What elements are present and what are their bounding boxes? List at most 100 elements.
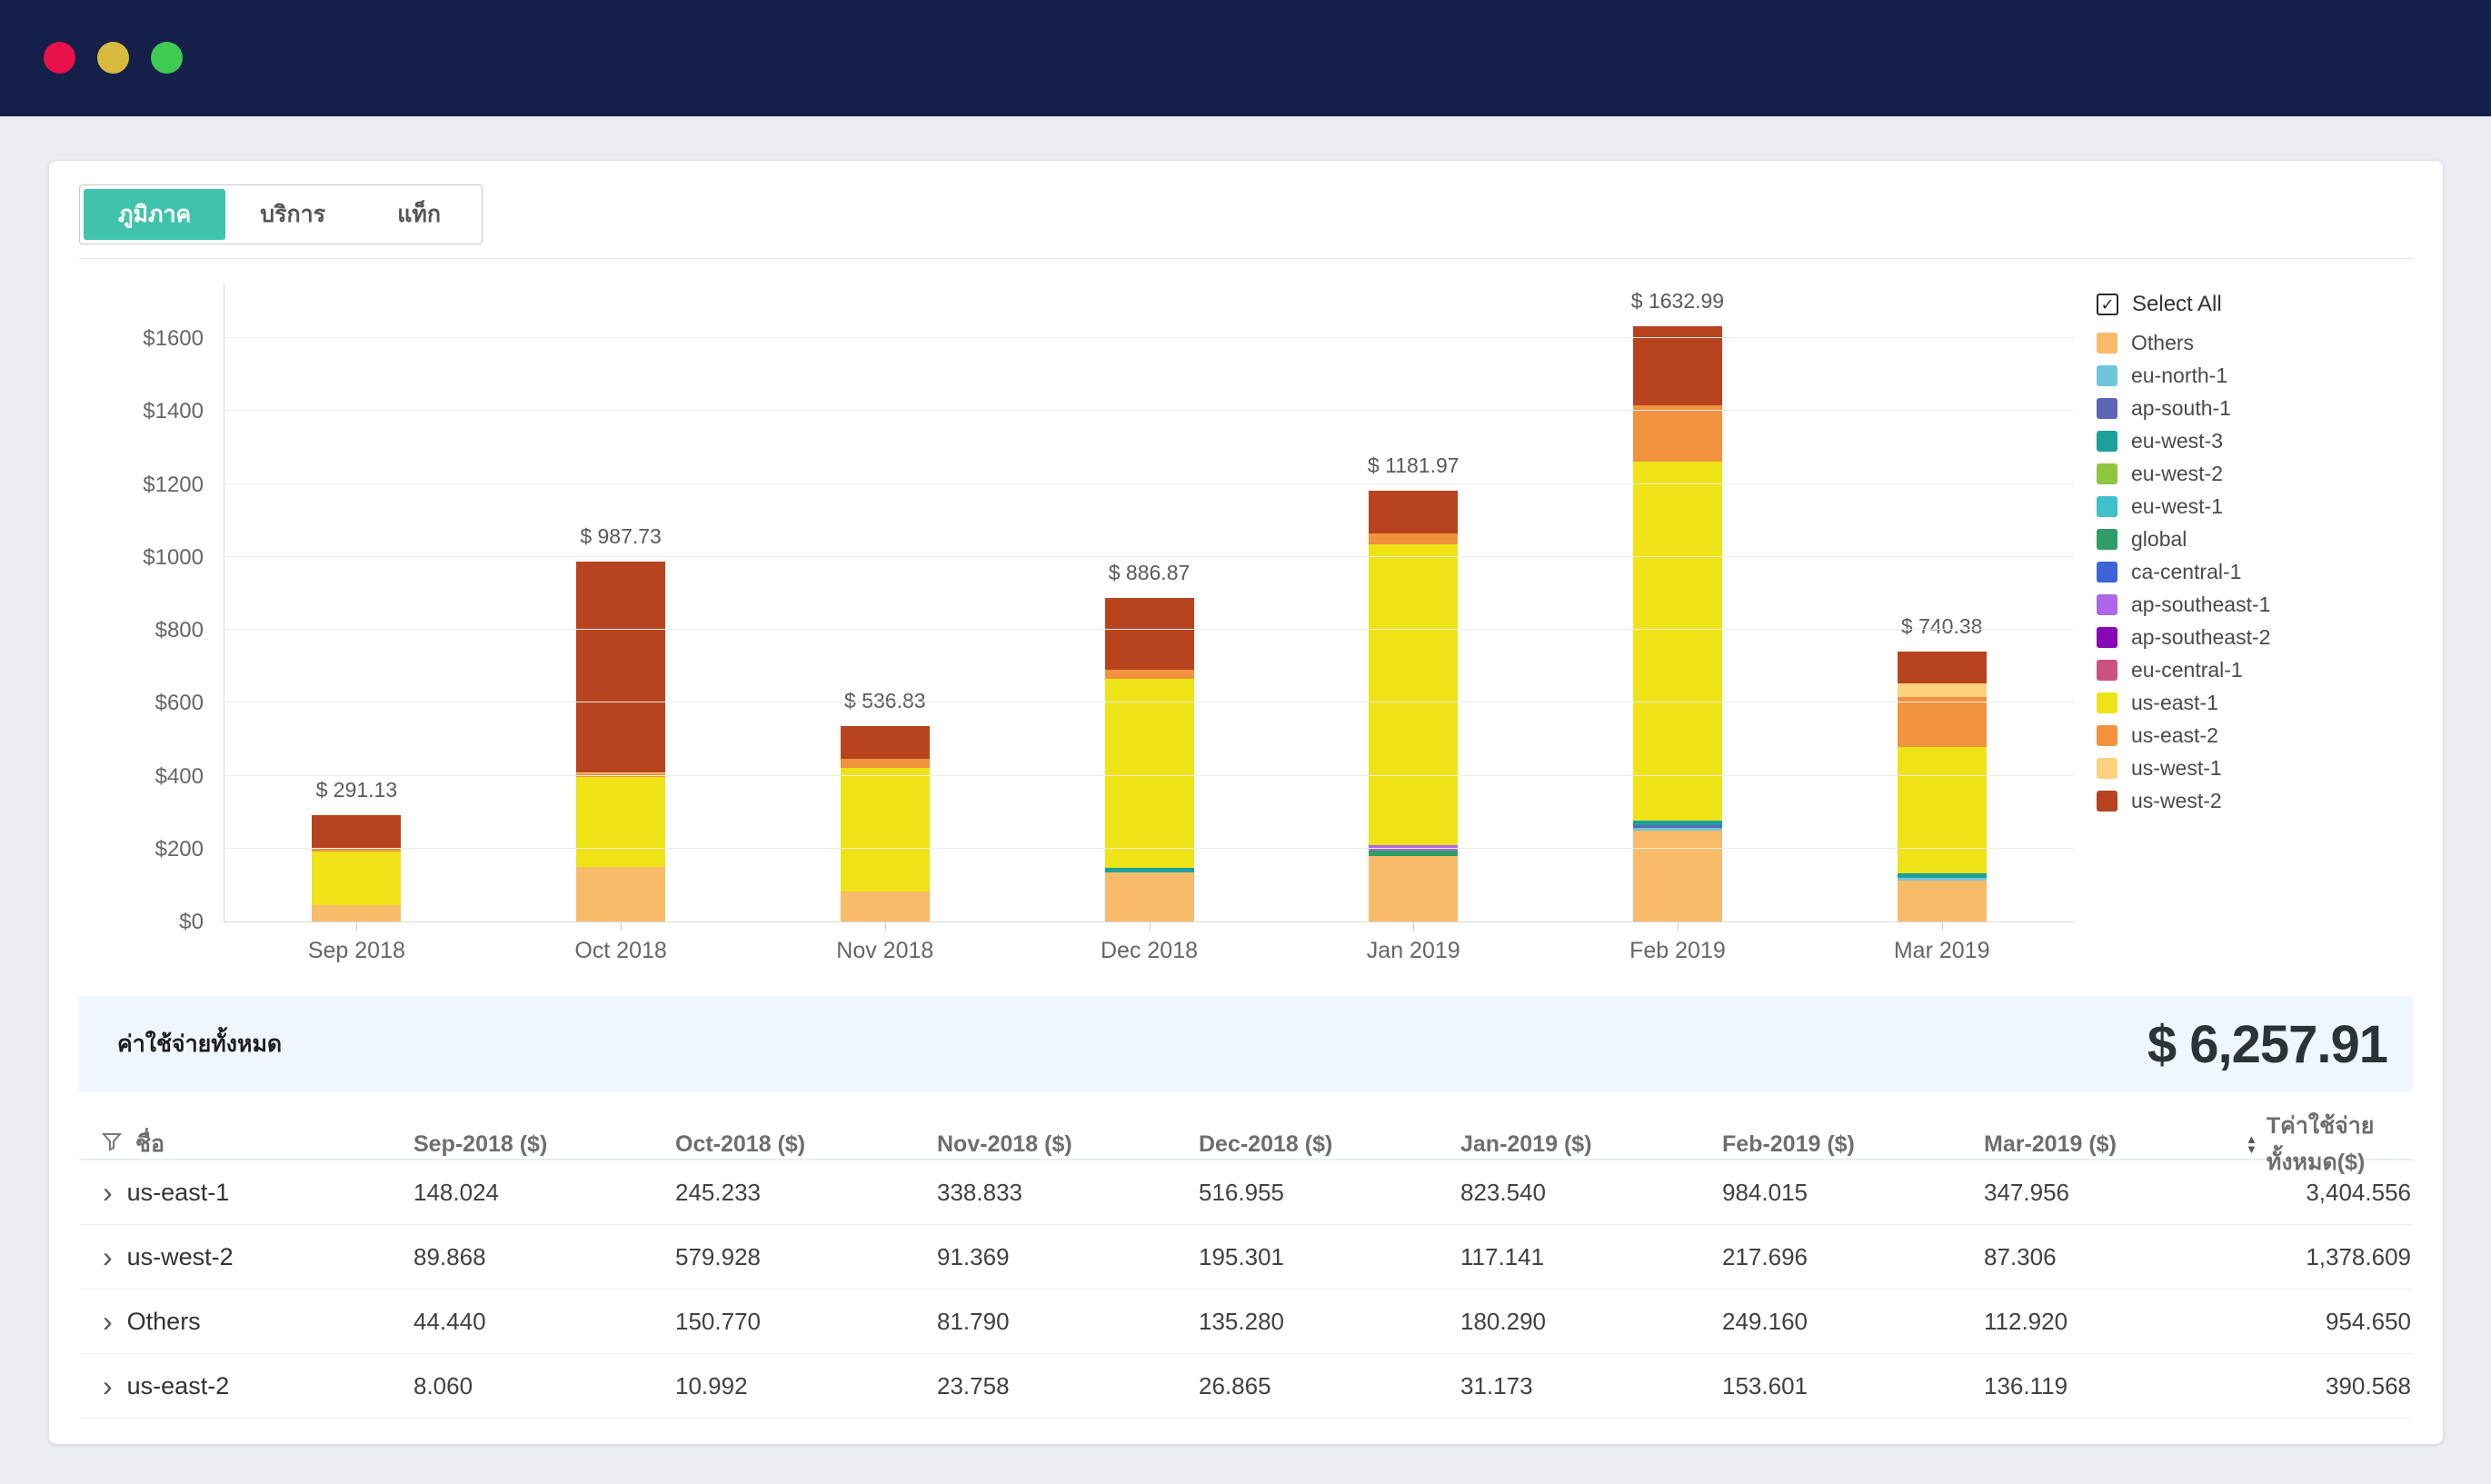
bar-segment-us-east-2	[1369, 533, 1459, 545]
chevron-right-icon[interactable]: ›	[103, 1176, 113, 1209]
tab-region[interactable]: ภูมิภาค	[84, 189, 226, 240]
row-name-cell[interactable]: › Others	[79, 1305, 414, 1338]
bar-segment-us-west-1	[1897, 683, 1987, 698]
tab-tag[interactable]: แท็ก	[360, 189, 479, 240]
cell-month-3: 195.301	[1199, 1242, 1284, 1270]
chevron-right-icon[interactable]: ›	[103, 1240, 113, 1273]
bars-area: $ 291.13 Sep 2018 $ 987.73 Oct 2018 $ 536.83…	[224, 283, 2074, 963]
x-axis-label: Dec 2018	[1101, 938, 1199, 963]
chevron-right-icon[interactable]: ›	[103, 1305, 113, 1338]
y-axis-tick-label: $1600	[143, 326, 204, 351]
stacked-bar-chart: $ 291.13 Sep 2018 $ 987.73 Oct 2018 $ 536.83…	[224, 283, 2074, 963]
legend-swatch	[2097, 364, 2117, 386]
legend-item-eu-west-3[interactable]: eu-west-3	[2097, 424, 2270, 457]
y-axis-tick-label: $400	[154, 763, 204, 789]
legend-swatch	[2097, 757, 2117, 779]
stacked-bar	[1104, 598, 1194, 921]
minimize-window-button[interactable]	[97, 42, 129, 74]
table-row-us-west-2[interactable]: › us-west-2 89.868 579.928 91.369 195.301 117.…	[79, 1225, 2413, 1290]
gridline	[224, 847, 2074, 849]
x-axis-label: Mar 2019	[1893, 938, 1990, 963]
legend-item-eu-north-1[interactable]: eu-north-1	[2097, 359, 2270, 392]
legend-swatch	[2097, 790, 2117, 812]
legend-item-Others[interactable]: Others	[2097, 326, 2270, 359]
gridline	[224, 629, 2074, 630]
divider	[79, 258, 2413, 259]
legend-item-us-west-1[interactable]: us-west-1	[2097, 752, 2270, 784]
legend-label: global	[2131, 526, 2187, 551]
legend-item-global[interactable]: global	[2097, 523, 2270, 555]
y-axis-tick-label: $200	[154, 836, 204, 862]
bar-segment-eu-north-1	[1897, 878, 1987, 881]
gridline	[224, 483, 2074, 484]
close-window-button[interactable]	[44, 42, 75, 74]
legend-label: eu-west-2	[2131, 461, 2223, 485]
legend-swatch	[2097, 463, 2117, 484]
y-axis-tick-label: $1200	[143, 472, 204, 497]
cell-month-6: 112.920	[1984, 1307, 2068, 1335]
legend-label: ap-south-1	[2131, 395, 2231, 420]
legend-item-ap-southeast-2[interactable]: ap-southeast-2	[2097, 621, 2270, 653]
x-axis-tick	[621, 921, 623, 931]
total-cost-banner: ค่าใช้จ่ายทั้งหมด $ 6,257.91	[79, 996, 2413, 1092]
row-name-cell[interactable]: › us-east-1	[79, 1176, 414, 1209]
table-row-others[interactable]: › Others 44.440 150.770 81.790 135.280 180.290…	[79, 1290, 2413, 1354]
legend-swatch	[2097, 724, 2117, 746]
x-axis-label: Oct 2018	[574, 938, 667, 963]
bar-total-label: $ 886.87	[1108, 561, 1191, 585]
bar-segment-us-east-2	[1632, 405, 1722, 462]
legend-item-ap-south-1[interactable]: ap-south-1	[2097, 392, 2270, 424]
cell-month-1: 10.992	[675, 1371, 748, 1399]
legend-label: ap-southeast-1	[2131, 592, 2271, 616]
chevron-right-icon[interactable]: ›	[103, 1369, 113, 1402]
bar-segment-eu-north-1	[1632, 827, 1722, 832]
window-controls	[44, 42, 183, 74]
legend-item-us-east-2[interactable]: us-east-2	[2097, 719, 2270, 752]
cell-month-5: 249.160	[1722, 1307, 1808, 1335]
bar-segment-eu-west-3	[1632, 820, 1722, 826]
legend-item-us-east-1[interactable]: us-east-1	[2097, 686, 2270, 719]
month-column-header-4: Jan-2019 ($)	[1460, 1130, 1592, 1157]
legend-label: ca-central-1	[2131, 559, 2242, 583]
table-row-us-east-2[interactable]: › us-east-2 8.060 10.992 23.758 26.865 31.173 1…	[79, 1354, 2413, 1419]
row-name: Others	[126, 1307, 201, 1335]
dashboard-card: ภูมิภาค บริการ แท็ก $0 $200 $400 $600 $800 $1…	[49, 161, 2443, 1444]
y-axis-tick-label: $1000	[143, 544, 204, 570]
bar-segment-us-east-2	[1104, 669, 1194, 680]
cell-month-0: 8.060	[414, 1371, 473, 1399]
legend-item-eu-west-2[interactable]: eu-west-2	[2097, 457, 2270, 490]
legend-item-ap-southeast-1[interactable]: ap-southeast-1	[2097, 588, 2270, 621]
cell-month-6: 347.956	[1984, 1178, 2069, 1206]
bar-segment-us-east-1	[576, 777, 666, 867]
legend-label: us-east-1	[2131, 690, 2218, 714]
table-row-us-east-1[interactable]: › us-east-1 148.024 245.233 338.833 516.955 82…	[79, 1160, 2413, 1225]
bar-segment-us-west-2	[1369, 490, 1459, 533]
total-column-header[interactable]: ▲ ▼ Tค่าใช้จ่ายทั้งหมด($)	[2246, 1108, 2413, 1180]
bar-total-label: $ 291.13	[315, 778, 398, 802]
legend-item-us-west-2[interactable]: us-west-2	[2097, 784, 2270, 817]
bar-total-label: $ 1632.99	[1630, 288, 1725, 313]
row-name-cell[interactable]: › us-west-2	[79, 1240, 414, 1273]
row-name-cell[interactable]: › us-east-2	[79, 1369, 414, 1402]
total-cost-value: $ 6,257.91	[2147, 1014, 2388, 1074]
legend-swatch	[2097, 626, 2117, 648]
bar-segment-us-east-1	[840, 767, 930, 891]
bar-slot-nov-2018: $ 536.83 Nov 2018	[752, 283, 1017, 963]
legend-item-eu-central-1[interactable]: eu-central-1	[2097, 653, 2270, 686]
filter-icon[interactable]	[101, 1130, 123, 1159]
y-axis: $0 $200 $400 $600 $800 $1000 $1200 $1400 $1600	[65, 283, 214, 934]
tab-service[interactable]: บริการ	[225, 189, 361, 240]
bar-segment-us-east-2	[1897, 697, 1987, 747]
legend-item-ca-central-1[interactable]: ca-central-1	[2097, 555, 2270, 588]
bar-segment-us-east-2	[312, 848, 402, 852]
bar-slot-jan-2019: $ 1181.97 Jan 2019	[1281, 283, 1546, 963]
cell-month-0: 148.024	[414, 1178, 499, 1206]
zoom-window-button[interactable]	[151, 42, 183, 74]
legend-item-eu-west-1[interactable]: eu-west-1	[2097, 490, 2270, 523]
legend-label: Others	[2131, 330, 2195, 354]
select-all-checkbox[interactable]: ✓	[2097, 294, 2118, 315]
legend-swatch	[2097, 332, 2117, 354]
sort-icon[interactable]: ▲ ▼	[2246, 1132, 2257, 1156]
legend-select-all[interactable]: ✓ Select All	[2097, 288, 2270, 321]
bar-total-label: $ 740.38	[1900, 613, 1983, 638]
